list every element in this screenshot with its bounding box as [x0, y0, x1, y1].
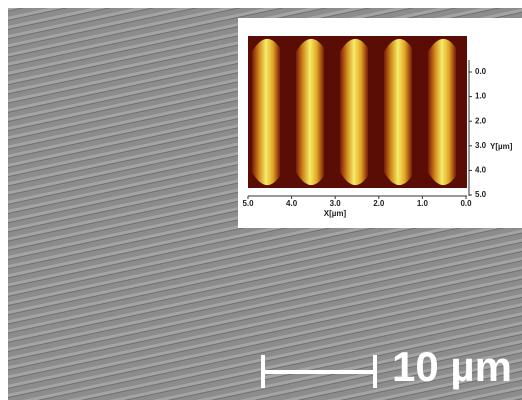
x-tick-label: 0.0 [460, 199, 472, 208]
scale-label: 10 µm [392, 343, 512, 390]
y-tick-label: 4.0 [475, 166, 487, 175]
y-tick-label: 1.0 [475, 92, 487, 101]
afm-ridge [296, 39, 324, 185]
y-tick-label: 5.0 [475, 190, 487, 199]
x-axis-label: X[µm] [324, 209, 347, 218]
afm-ridge [252, 39, 280, 185]
x-tick-label: 4.0 [286, 199, 298, 208]
y-tick-label: 3.0 [475, 141, 487, 150]
x-tick-label: 1.0 [417, 199, 429, 208]
inset: 5.0 4.0 3.0 2.0 1.0 0.0 0.0 1.0 2.0 3.0 4.0 5.0 X[… [238, 18, 522, 228]
y-axis-label: Y[µm] [490, 142, 513, 151]
y-tick-label: 2.0 [475, 116, 487, 125]
afm-ridge [428, 39, 456, 185]
afm-ridge [340, 39, 368, 185]
page: {"scale_bar": {"label": "10 µm"}, "inset… [0, 0, 522, 400]
x-tick-label: 5.0 [242, 199, 254, 208]
figure: 5.0 4.0 3.0 2.0 1.0 0.0 0.0 1.0 2.0 3.0 4.0 5.0 X[… [0, 0, 522, 400]
y-tick-label: 0.0 [475, 67, 487, 76]
afm-ridge [384, 39, 412, 185]
x-tick-label: 3.0 [330, 199, 342, 208]
x-tick-label: 2.0 [373, 199, 385, 208]
